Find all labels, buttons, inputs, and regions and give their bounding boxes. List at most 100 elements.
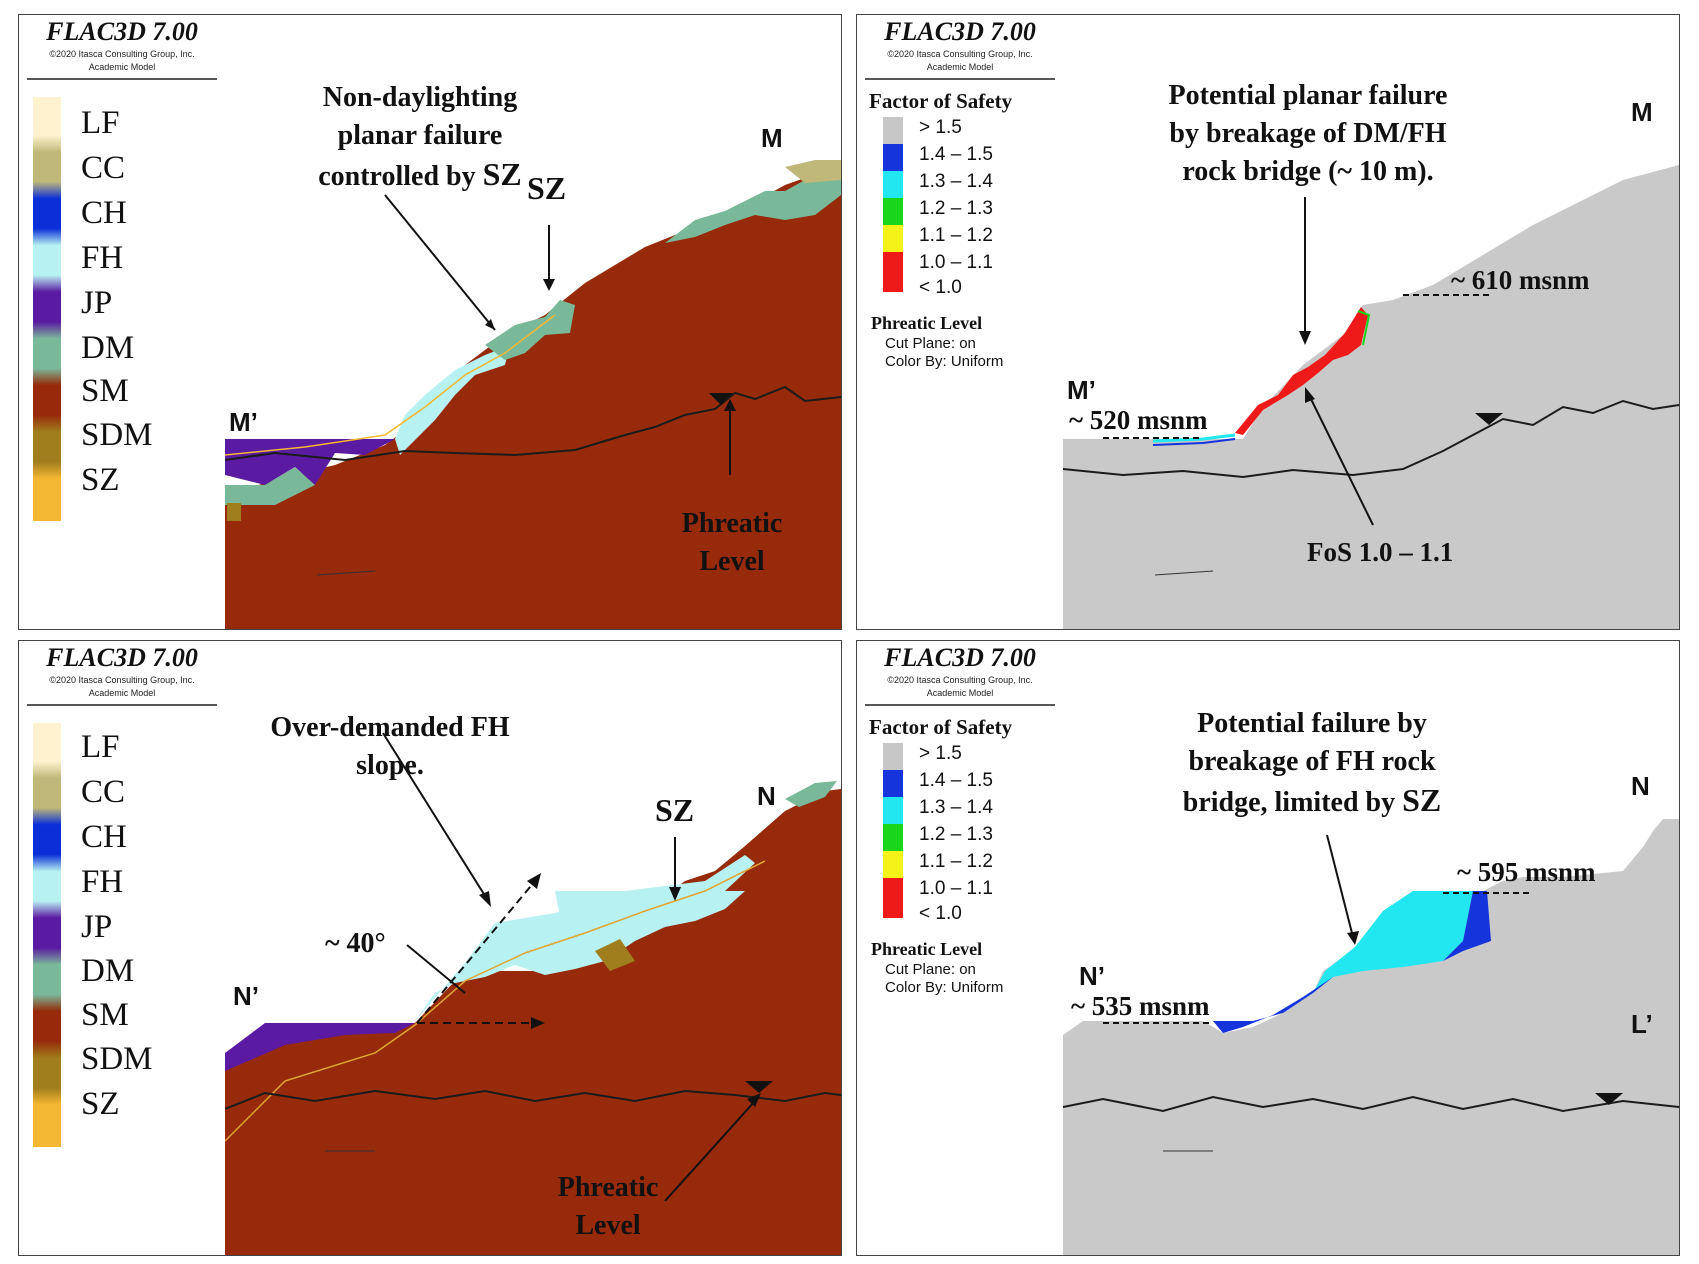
phreatic-legend-line-2: Color By: Uniform [885, 353, 1004, 370]
plot-area-top-right: Potential planar failure by breakage of … [1063, 15, 1679, 629]
phreatic-legend-title: Phreatic Level [871, 939, 983, 959]
fos-swatch-5 [883, 225, 903, 252]
fos-label-7: < 1.0 [919, 277, 962, 298]
legend-label-lf: LF [81, 105, 120, 141]
legend-label-jp: JP [81, 285, 113, 321]
dm-unit-upper [665, 165, 841, 243]
legend-label-dm: DM [81, 953, 135, 989]
legend-label-sz: SZ [81, 1086, 120, 1122]
fos-swatch-3 [883, 171, 903, 198]
annotation-text: Potential failure by breakage of FH rock… [1167, 705, 1457, 822]
fos-arrow [1308, 394, 1374, 526]
annotation-line-3-text: controlled by [318, 161, 483, 192]
fh-unit [395, 345, 510, 455]
divider [27, 704, 217, 706]
fos-zone-cyan [1313, 891, 1473, 993]
annotation-line-1: Over-demanded FH [270, 712, 510, 743]
phreatic-label-line-2: Level [699, 546, 765, 577]
section-marker-right: N [757, 781, 776, 811]
fos-label-7: < 1.0 [919, 903, 962, 924]
annotation-line-2: planar failure [337, 120, 503, 151]
fos-label-4: 1.2 – 1.3 [919, 824, 993, 845]
phreatic-label: Phreatic Level [673, 505, 791, 581]
fos-label-1: > 1.5 [919, 117, 962, 138]
legend-label-sdm: SDM [81, 417, 153, 453]
section-marker-left: M’ [1067, 375, 1096, 405]
sz-trace [225, 314, 556, 456]
copyright-text: ©2020 Itasca Consulting Group, Inc. [49, 49, 195, 59]
elevation-left: ~ 520 msnm [1069, 405, 1208, 435]
fos-swatch-3 [883, 797, 903, 824]
fos-section-top-right [1063, 15, 1679, 629]
phreatic-line [1063, 1095, 1679, 1113]
angle-arrow [406, 944, 466, 994]
sidebar-top-left: FLAC3D 7.00 ©2020 Itasca Consulting Grou… [19, 15, 226, 629]
fos-label-2: 1.4 – 1.5 [919, 144, 993, 165]
rock-mass-grey [1063, 165, 1679, 629]
annotation-line-1: Non-daylighting [322, 82, 518, 113]
annotation-arrow [1326, 834, 1354, 938]
fos-swatch-5 [883, 851, 903, 878]
copyright-text: ©2020 Itasca Consulting Group, Inc. [887, 49, 1033, 59]
fos-swatch-2 [883, 770, 903, 797]
fos-swatch-6 [883, 878, 903, 918]
fos-label-5: 1.1 – 1.2 [919, 851, 993, 872]
fos-label-6: 1.0 – 1.1 [919, 252, 993, 273]
annotation-line-2: breakage of FH rock [1188, 746, 1436, 777]
phreatic-legend-line-1: Cut Plane: on [885, 961, 976, 978]
phreatic-legend-line-2: Color By: Uniform [885, 979, 1004, 996]
plot-area-bottom-left: Over-demanded FH slope. SZ ~ 40° N’ N Ph… [225, 641, 841, 1255]
fos-label-5: 1.1 – 1.2 [919, 225, 993, 246]
dm-unit-lower [225, 467, 315, 505]
fos-label-1: > 1.5 [919, 743, 962, 764]
fos-legend-title: Factor of Safety [869, 89, 1013, 113]
sidebar-top-right: FLAC3D 7.00 ©2020 Itasca Consulting Grou… [857, 15, 1064, 629]
slope-section-top-left [225, 15, 841, 629]
phreatic-label: Phreatic Level [541, 1169, 675, 1245]
fos-legend-title: Factor of Safety [869, 715, 1013, 739]
sidebar-bottom-left: FLAC3D 7.00 ©2020 Itasca Consulting Grou… [19, 641, 226, 1255]
annotation-arrow [384, 194, 496, 331]
legend-label-sz: SZ [81, 462, 120, 498]
divider [27, 78, 217, 80]
flac-title: FLAC3D 7.00 [46, 17, 198, 46]
legend-label-dm: DM [81, 330, 135, 366]
fos-swatch-6 [883, 252, 903, 292]
fos-zone-blue-right [1443, 891, 1491, 961]
copyright-text: ©2020 Itasca Consulting Group, Inc. [887, 675, 1033, 685]
section-marker-extra: L’ [1631, 1009, 1653, 1039]
phreatic-arrow [664, 1100, 756, 1202]
fh-upper [555, 891, 745, 941]
legend-label-cc: CC [81, 150, 126, 186]
academic-model-text: Academic Model [926, 688, 994, 698]
panel-top-left: FLAC3D 7.00 ©2020 Itasca Consulting Grou… [18, 14, 842, 630]
fos-swatch-4 [883, 198, 903, 225]
phreatic-line [225, 1089, 841, 1110]
annotation-line-3: bridge, limited by SZ [1167, 781, 1457, 822]
legend-label-ch: CH [81, 819, 127, 855]
elevation-right: ~ 595 msnm [1457, 857, 1596, 887]
plot-area-bottom-right: Potential failure by breakage of FH rock… [1063, 641, 1679, 1255]
phreatic-legend-title: Phreatic Level [871, 313, 983, 333]
section-marker-right: M [761, 123, 783, 153]
fos-label-2: 1.4 – 1.5 [919, 770, 993, 791]
legend-label-sm: SM [81, 997, 129, 1033]
academic-model-text: Academic Model [88, 62, 156, 72]
legend-label-lf: LF [81, 729, 120, 765]
phreatic-label-line-1: Phreatic [557, 1172, 659, 1203]
sz-label: SZ [527, 170, 567, 206]
fos-swatch-1 [883, 743, 903, 770]
elevation-right: ~ 610 msnm [1451, 265, 1590, 295]
annotation-arrow [382, 732, 488, 900]
sidebar-bottom-right: FLAC3D 7.00 ©2020 Itasca Consulting Grou… [857, 641, 1064, 1255]
angle-label: ~ 40° [325, 928, 386, 959]
annotation-line-2: by breakage of DM/FH [1169, 118, 1447, 149]
phreatic-label-line-2: Level [575, 1210, 641, 1241]
elevation-left: ~ 535 msnm [1071, 991, 1210, 1021]
legend-label-fh: FH [81, 240, 124, 276]
phreatic-marker [745, 1081, 773, 1093]
phreatic-marker [709, 393, 733, 405]
legend-label-ch: CH [81, 195, 127, 231]
divider [865, 78, 1055, 80]
annotation-line-2: slope. [356, 750, 424, 781]
